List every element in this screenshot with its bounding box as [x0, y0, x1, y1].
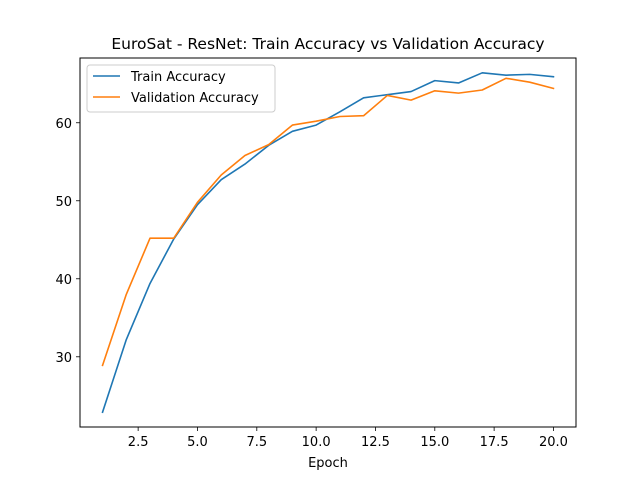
x-axis: 2.5 5.0 7.5 10.0 12.5 15.0 17.5 20.0 [128, 427, 568, 450]
x-tick-label: 17.5 [480, 435, 509, 450]
y-tick-label: 40 [55, 273, 72, 288]
x-tick-label: 7.5 [246, 435, 267, 450]
chart-title: EuroSat - ResNet: Train Accuracy vs Vali… [111, 35, 544, 53]
x-tick-label: 10.0 [302, 435, 331, 450]
legend-box [86, 64, 276, 113]
x-tick-label: 2.5 [128, 435, 149, 450]
plot-frame [79, 57, 577, 428]
x-axis-label: Epoch [308, 456, 348, 471]
y-tick-label: 30 [55, 351, 72, 366]
legend: Train Accuracy Validation Accuracy [86, 64, 276, 113]
series-layer [101, 72, 555, 414]
x-tick-label: 20.0 [539, 435, 568, 450]
x-tick-label: 12.5 [361, 435, 390, 450]
x-tick-label: 15.0 [420, 435, 449, 450]
legend-label-1: Train Accuracy [130, 70, 226, 85]
x-tick-label: 5.0 [187, 435, 208, 450]
y-tick-label: 60 [55, 117, 72, 132]
y-tick-label: 50 [55, 195, 72, 210]
y-axis: 30 40 50 60 [55, 117, 80, 366]
legend-label-2: Validation Accuracy [131, 91, 259, 106]
series-line-2 [101, 77, 555, 367]
